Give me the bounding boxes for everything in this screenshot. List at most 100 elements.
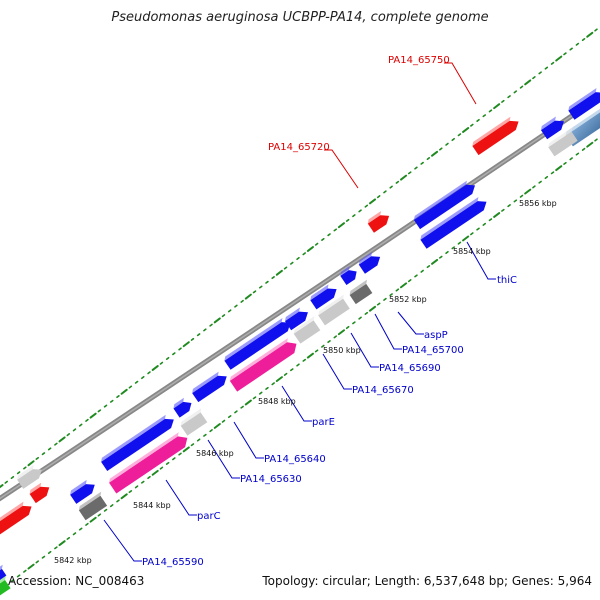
gene-blue-8 — [173, 397, 192, 418]
scale-labels: 5842 kbp 5844 kbp 5846 kbp 5848 kbp 5850… — [54, 199, 557, 565]
tick-mark — [23, 569, 27, 573]
gene-label-pa14-65640[interactable]: PA14_65640 — [264, 454, 326, 465]
callout-line — [322, 353, 352, 390]
gene-bevel — [540, 116, 556, 131]
tick-mark — [47, 550, 52, 555]
scale-label: 5846 kbp — [196, 449, 234, 458]
tick-mark — [420, 161, 424, 165]
tick-mark — [134, 380, 139, 384]
gene-bevel — [293, 316, 315, 334]
callout-line — [103, 519, 142, 562]
gene-bevel — [565, 107, 600, 136]
gene-body — [17, 469, 42, 489]
gene-label-aspp[interactable]: aspP — [424, 330, 448, 341]
tick-mark — [54, 442, 58, 446]
tick-mark — [27, 460, 35, 467]
tick-mark — [252, 396, 257, 400]
gene-blue-9 — [101, 414, 174, 472]
gene-pa14-65700 — [318, 294, 350, 326]
tick-mark — [141, 480, 145, 484]
tick-mark — [493, 212, 501, 218]
tick-mark — [501, 99, 505, 103]
tick-mark — [10, 475, 15, 480]
gene-blue-6 — [224, 317, 291, 370]
gene-grey-left — [17, 464, 42, 489]
tick-mark — [35, 560, 40, 564]
tick-mark — [296, 363, 300, 367]
gene-blue-topright — [540, 116, 564, 140]
tick-mark — [581, 147, 586, 151]
gene-label-pa14-65670[interactable]: PA14_65670 — [352, 385, 414, 396]
tick-mark — [431, 150, 439, 157]
gene-label-pa14-65700[interactable]: PA14_65700 — [402, 345, 464, 356]
tick-mark — [586, 141, 594, 148]
gene-green-edge — [0, 575, 11, 597]
gene-label-pa14-65720[interactable]: PA14_65720 — [268, 142, 330, 153]
tick-mark — [594, 28, 598, 32]
scale-label: 5856 kbp — [519, 199, 557, 208]
gene-label-pa14-65590[interactable]: PA14_65590 — [142, 557, 204, 568]
tick-mark — [221, 419, 226, 423]
tick-mark — [258, 285, 263, 289]
gene-label-pa14-65750[interactable]: PA14_65750 — [388, 55, 450, 66]
tick-mark — [10, 579, 15, 583]
tick-mark — [234, 410, 238, 414]
tick-mark — [445, 250, 449, 255]
tick-mark — [306, 352, 314, 359]
gene-red-edge — [0, 501, 32, 541]
tick-mark — [364, 311, 369, 315]
tick-mark — [283, 372, 288, 376]
gene-label-pa14-65690[interactable]: PA14_65690 — [379, 363, 441, 374]
tick-mark — [364, 204, 369, 208]
callout-line — [397, 311, 424, 335]
gene-track — [0, 88, 600, 597]
tick-mark — [532, 185, 536, 189]
tick-mark — [451, 246, 455, 250]
gene-blue-7 — [192, 371, 227, 403]
gene-label-pare[interactable]: parE — [312, 417, 335, 428]
tick-mark — [594, 138, 598, 142]
tick-mark — [213, 423, 221, 429]
callout-line — [324, 149, 359, 189]
tick-track-inner — [0, 138, 598, 592]
gene-bevel — [349, 279, 368, 296]
tick-mark — [376, 302, 381, 306]
tick-mark — [337, 329, 346, 336]
tick-mark — [244, 399, 252, 406]
tick-mark — [439, 147, 443, 151]
gene-body — [70, 484, 95, 504]
tick-mark — [66, 433, 71, 437]
tick-mark — [159, 361, 164, 365]
tick-mark — [306, 246, 314, 252]
tick-mark — [227, 309, 232, 313]
gene-bevel — [224, 317, 283, 361]
tick-mark — [389, 185, 393, 189]
tick-mark — [337, 222, 345, 229]
tick-mark — [0, 484, 4, 489]
tick-mark — [414, 274, 418, 278]
scale-label: 5848 kbp — [258, 397, 296, 406]
tick-mark — [426, 157, 431, 161]
tick-mark — [345, 218, 350, 222]
tick-mark — [290, 261, 294, 265]
gene-body — [192, 375, 227, 403]
tick-mark — [470, 123, 474, 127]
tick-mark — [333, 335, 338, 339]
gene-steel — [565, 107, 600, 147]
accession-text: Accession: NC_008463 — [8, 574, 145, 588]
gene-label-thic[interactable]: thiC — [497, 275, 517, 286]
gene-body — [340, 270, 357, 286]
tick-mark — [234, 304, 238, 308]
tick-mark — [493, 103, 501, 110]
tick-mark — [470, 232, 474, 236]
tick-mark — [97, 409, 102, 413]
gene-label-parc[interactable]: parC — [197, 511, 221, 522]
tick-mark — [327, 233, 331, 237]
gene-body — [0, 579, 11, 597]
gene-pare — [229, 338, 297, 392]
tick-mark — [159, 466, 164, 470]
gene-label-pa14-65630[interactable]: PA14_65630 — [240, 474, 302, 485]
tick-mark — [190, 337, 195, 341]
tick-mark — [89, 516, 97, 523]
